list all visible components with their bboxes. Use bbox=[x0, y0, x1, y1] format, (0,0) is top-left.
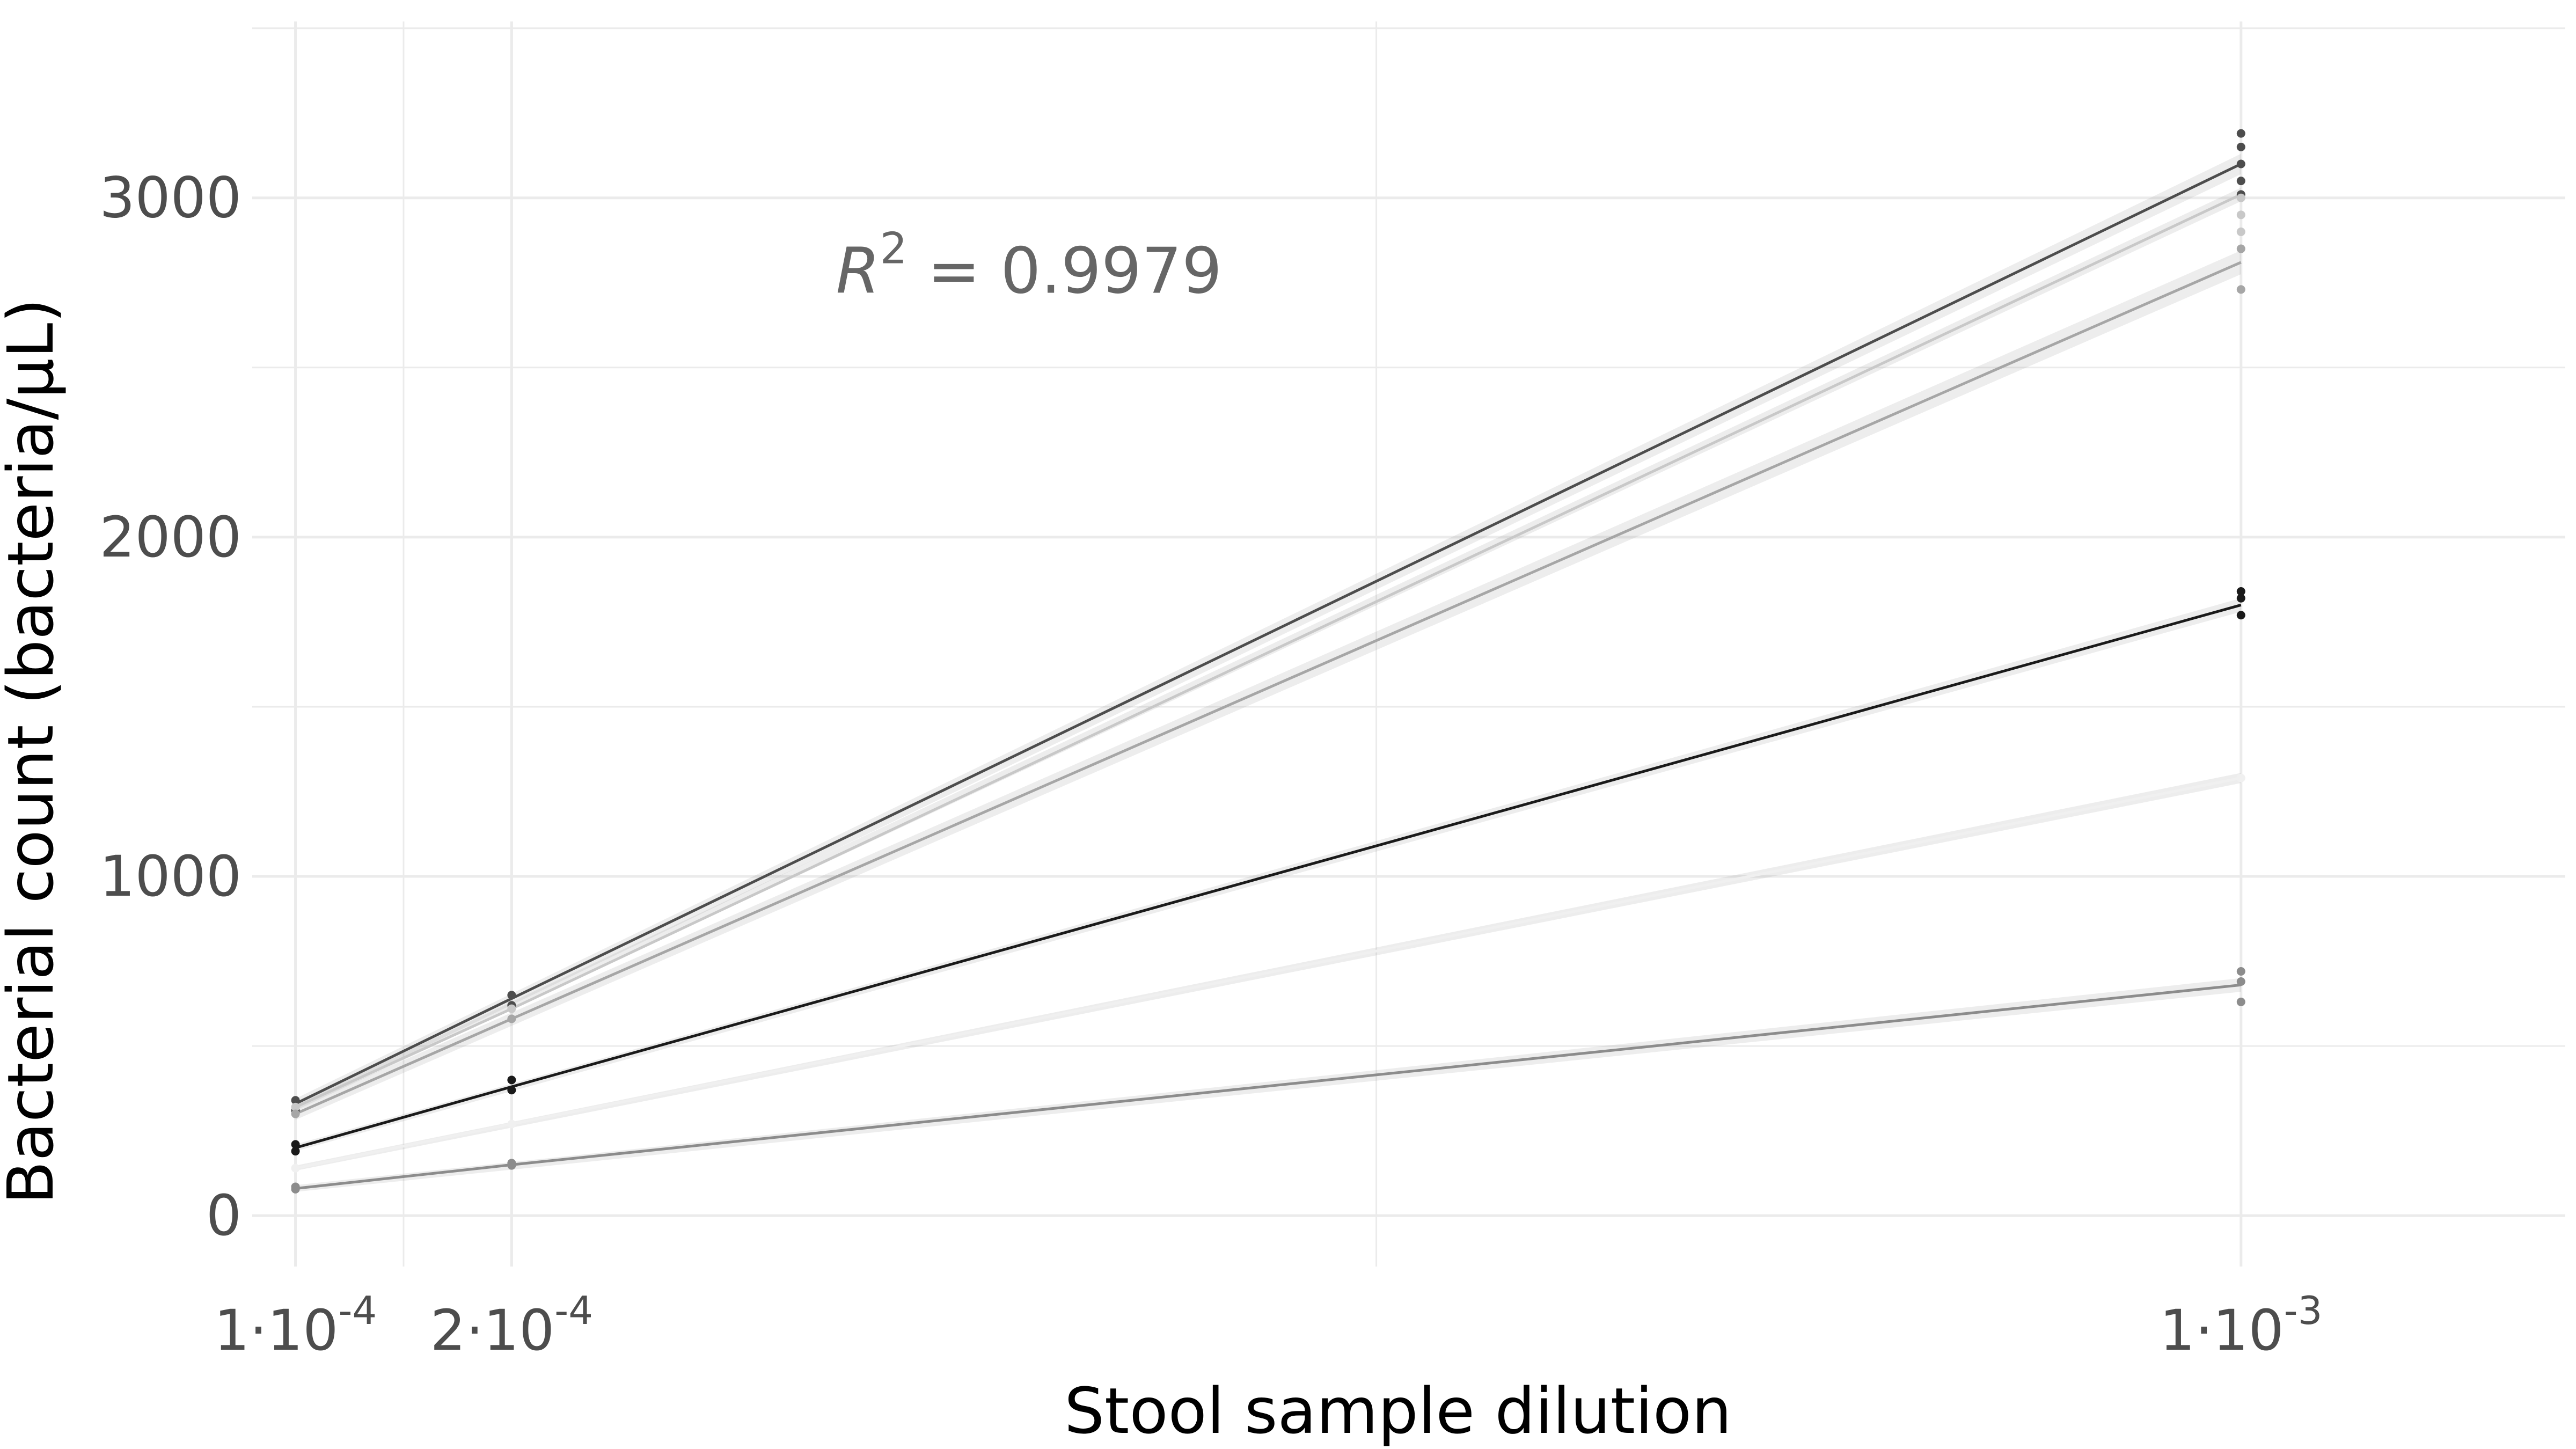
series-1-confidence-band bbox=[295, 153, 2241, 1109]
series-3-point bbox=[2236, 244, 2245, 253]
y-tick-label: 2000 bbox=[99, 504, 241, 570]
series-5-point bbox=[507, 1119, 516, 1129]
series-3-point bbox=[2236, 285, 2245, 294]
series-4-point bbox=[507, 1075, 516, 1085]
series-1-point bbox=[2236, 129, 2245, 138]
y-axis-ticks: 0 1000 2000 3000 bbox=[99, 165, 241, 1248]
series-1-point bbox=[2236, 142, 2245, 151]
y-tick-label: 3000 bbox=[99, 165, 241, 231]
series-4-point bbox=[2236, 611, 2245, 620]
series-6-point bbox=[507, 1161, 516, 1170]
series-2-point bbox=[291, 1102, 300, 1111]
series-4-point bbox=[291, 1147, 300, 1156]
series-2-confidence-band bbox=[295, 187, 2241, 1111]
series-3-confidence-band bbox=[295, 250, 2241, 1120]
series-6-point bbox=[291, 1184, 300, 1194]
series-1-point bbox=[291, 1096, 300, 1105]
annotation-layer: R2 = 0.9979 bbox=[836, 224, 1223, 308]
series-2-point bbox=[507, 1004, 516, 1013]
series-5-point bbox=[2236, 773, 2245, 782]
grid-layer bbox=[252, 21, 2565, 1267]
series-4-point bbox=[507, 1086, 516, 1095]
series-6-point bbox=[2236, 997, 2245, 1006]
series-2-point bbox=[2236, 193, 2245, 202]
series-6-point bbox=[2236, 967, 2245, 976]
series-1-point bbox=[2236, 159, 2245, 169]
y-tick-label: 1000 bbox=[99, 844, 241, 909]
series-2-point bbox=[2236, 227, 2245, 236]
x-tick-label: 1·10-4 bbox=[214, 1288, 377, 1363]
x-axis-title: Stool sample dilution bbox=[1064, 1374, 1732, 1448]
series-4-point bbox=[291, 1140, 300, 1149]
series-4-point bbox=[2236, 587, 2245, 596]
series-3-point bbox=[291, 1109, 300, 1118]
x-axis-ticks: 1·10-4 2·10-4 1·10-3 bbox=[214, 1288, 2323, 1363]
series-6-point bbox=[2236, 977, 2245, 986]
y-axis-title: Bacterial count (bacteria/µL) bbox=[0, 298, 68, 1205]
series-3-point bbox=[507, 1014, 516, 1023]
series-1-point bbox=[507, 991, 516, 1000]
series-2-point bbox=[2236, 210, 2245, 219]
x-tick-label: 1·10-3 bbox=[2160, 1288, 2322, 1363]
r-squared-annotation: R2 = 0.9979 bbox=[836, 224, 1223, 308]
series-4-point bbox=[2236, 594, 2245, 603]
data-points bbox=[291, 129, 2245, 1194]
y-tick-label: 0 bbox=[206, 1183, 241, 1248]
x-tick-label: 2·10-4 bbox=[430, 1288, 593, 1363]
series-5-point bbox=[291, 1163, 300, 1173]
series-1-point bbox=[2236, 177, 2245, 186]
